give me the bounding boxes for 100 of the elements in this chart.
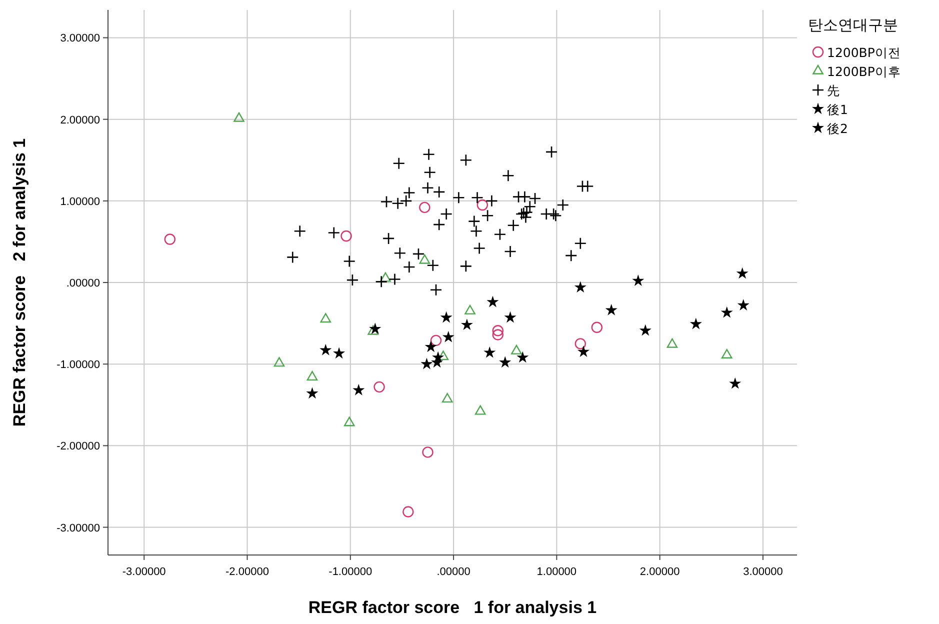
x-tick-label: -1.00000 <box>328 566 372 578</box>
x-tick-label: 1.00000 <box>536 566 577 578</box>
point <box>382 232 395 245</box>
point <box>400 194 412 208</box>
point <box>340 230 352 242</box>
point <box>639 324 652 336</box>
point <box>346 274 359 286</box>
point <box>320 344 332 356</box>
point <box>343 255 356 268</box>
point <box>422 446 434 458</box>
point <box>468 215 480 228</box>
point <box>518 190 531 203</box>
point <box>374 381 385 393</box>
point <box>556 198 570 212</box>
legend-label: 後2 <box>827 121 848 136</box>
point <box>460 260 472 272</box>
point <box>422 148 435 161</box>
point <box>632 274 644 286</box>
point <box>388 273 401 286</box>
point <box>502 169 514 182</box>
point <box>470 224 482 238</box>
point <box>394 246 406 260</box>
point <box>564 249 578 262</box>
point <box>729 377 742 389</box>
point <box>484 346 496 358</box>
point <box>430 284 442 296</box>
x-tick-label: -3.00000 <box>122 566 166 578</box>
point <box>492 325 504 336</box>
point <box>545 146 558 158</box>
point <box>424 166 436 179</box>
point <box>464 304 476 314</box>
point <box>426 259 440 272</box>
y-axis-title: REGR factor score 2 for analysis 1 <box>10 138 29 427</box>
y-tick-label: -2.00000 <box>56 440 100 453</box>
point <box>380 196 393 208</box>
point <box>392 157 406 170</box>
point <box>286 251 299 264</box>
point <box>294 224 306 238</box>
point <box>452 192 465 204</box>
point <box>574 338 586 350</box>
point <box>574 237 587 250</box>
legend-label: 1200BP이후 <box>827 64 901 79</box>
point <box>460 318 473 330</box>
point <box>412 248 425 260</box>
point <box>424 340 437 352</box>
point <box>164 234 176 245</box>
legend-label: 後1 <box>827 102 848 117</box>
point <box>430 334 442 346</box>
x-tick-label: 3.00000 <box>743 566 783 578</box>
point <box>504 311 516 323</box>
point <box>460 154 472 166</box>
point <box>274 357 285 367</box>
legend-label: 1200BP이전 <box>827 45 901 60</box>
point <box>721 348 732 358</box>
point <box>492 329 504 340</box>
y-tick-label: 1.00000 <box>60 196 100 208</box>
point <box>352 384 365 396</box>
point <box>486 194 498 208</box>
point <box>438 350 449 360</box>
legend-label: 先 <box>827 83 840 98</box>
point <box>528 192 542 205</box>
point <box>344 416 355 426</box>
x-tick-label: -2.00000 <box>226 566 269 578</box>
point <box>432 218 446 231</box>
point <box>494 228 506 241</box>
point <box>481 209 494 222</box>
point <box>369 322 382 334</box>
point <box>574 281 586 293</box>
point <box>690 318 702 330</box>
y-tick-label: -1.00000 <box>56 359 100 372</box>
point <box>419 254 430 264</box>
x-tick-label: 2.00000 <box>640 566 680 578</box>
point <box>420 358 433 370</box>
point <box>507 219 520 232</box>
point <box>422 182 434 194</box>
point <box>403 260 416 274</box>
point <box>440 208 452 220</box>
point <box>402 506 414 518</box>
point <box>380 272 391 282</box>
point <box>524 200 536 213</box>
y-tick-label: .00000 <box>66 278 100 290</box>
legend-title: 탄소연대구분 <box>808 16 898 34</box>
point <box>504 245 516 258</box>
point <box>333 347 346 359</box>
point <box>442 393 453 403</box>
point <box>306 387 318 399</box>
x-axis-title: REGR factor score 1 for analysis 1 <box>308 598 597 617</box>
point <box>486 296 499 308</box>
y-tick-label: 2.00000 <box>60 114 100 126</box>
point <box>736 267 748 279</box>
point <box>440 311 452 323</box>
point <box>511 344 522 354</box>
point <box>499 356 512 368</box>
y-tick-label: 3.00000 <box>60 32 100 45</box>
point <box>392 197 404 210</box>
point <box>375 276 388 288</box>
point <box>476 199 488 211</box>
point <box>473 242 486 254</box>
point <box>442 330 454 342</box>
point <box>605 304 618 316</box>
